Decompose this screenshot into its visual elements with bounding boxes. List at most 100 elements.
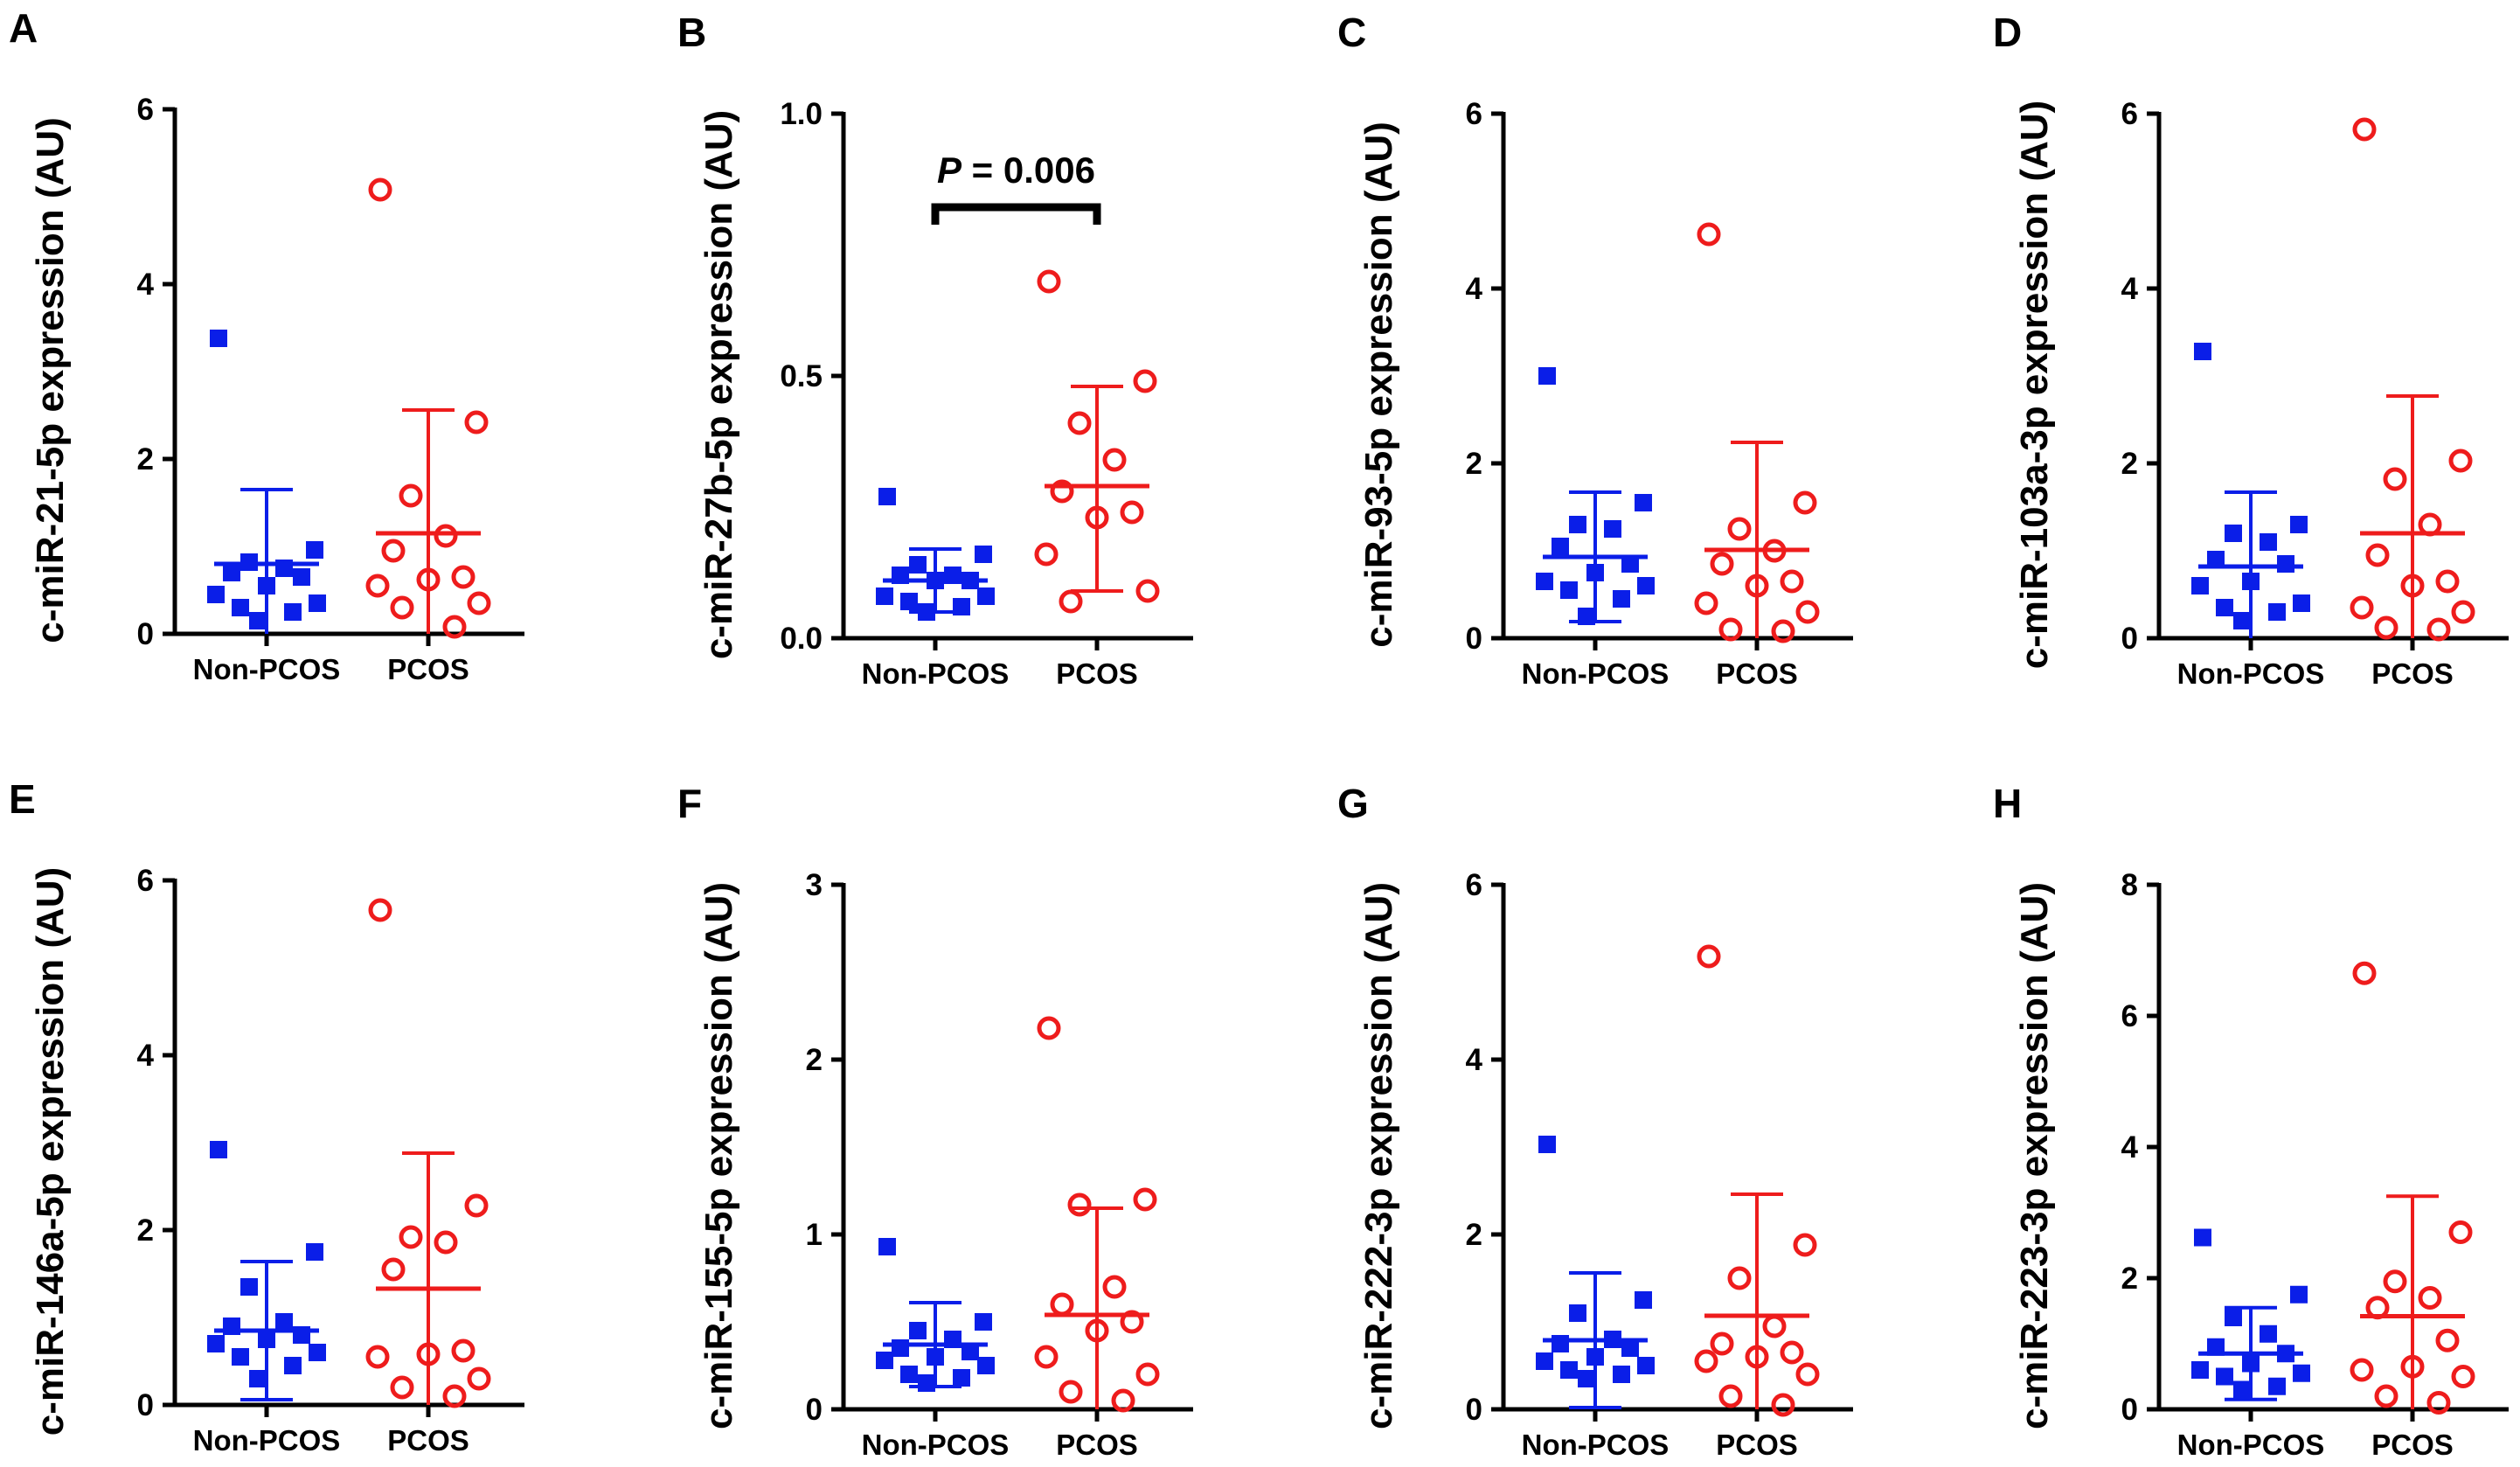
data-point-non-pcos [2233,612,2251,629]
data-point-non-pcos [240,1278,258,1296]
y-tick-label: 8 [2121,868,2138,902]
x-category-label: PCOS [387,653,469,685]
data-point-non-pcos [306,1243,323,1261]
data-point-pcos [1037,269,1061,294]
data-point-pcos [1059,1380,1083,1404]
data-point-non-pcos [309,594,326,612]
data-point-non-pcos [2194,1228,2211,1247]
panel-G: Gc-miR-222-3p expression (AU) 0 2 4 6 Non-PCO… [1337,781,1853,1461]
data-point-non-pcos [2260,1324,2277,1343]
data-point-non-pcos [900,593,918,610]
panel-letter: G [1337,781,1369,826]
x-category-label: Non-PCOS [193,653,341,685]
data-point-pcos [2426,617,2451,642]
x-category-label: Non-PCOS [193,1424,341,1457]
data-point-non-pcos [275,1313,293,1331]
data-point-non-pcos [2216,599,2233,616]
data-point-pcos [390,595,414,620]
data-point-pcos [381,1257,406,1282]
data-point-non-pcos [1536,573,1553,590]
data-point-non-pcos [975,546,992,563]
y-axis-label: c-miR-93-5p expression (AU) [1357,122,1400,647]
data-point-non-pcos [1560,1361,1578,1379]
y-axis-label: c-miR-155-5p expression (AU) [698,882,740,1429]
y-tick-label: 4 [1466,272,1483,306]
data-point-non-pcos [918,1374,935,1392]
data-point-pcos [1050,1292,1074,1317]
data-point-pcos [2451,600,2475,624]
data-point-pcos [390,1375,414,1400]
data-point-pcos [2383,467,2407,491]
data-point-pcos [1795,600,1820,624]
data-point-pcos [1795,1362,1820,1387]
y-tick-label: 0 [1466,1393,1482,1427]
data-point-non-pcos [284,1357,302,1374]
panel-letter: E [9,776,36,822]
data-point-non-pcos [1604,520,1621,538]
panel-F: Fc-miR-155-5p expression (AU) 0 1 2 3 Non-PCO… [677,781,1193,1461]
data-point-non-pcos [1637,577,1655,594]
data-point-non-pcos [1635,1291,1652,1309]
data-point-pcos [434,1230,458,1255]
data-point-non-pcos [232,599,249,616]
data-point-non-pcos [210,1141,227,1158]
data-point-pcos [365,574,390,598]
data-point-non-pcos [210,330,227,347]
data-point-non-pcos [306,541,323,559]
data-point-pcos [2374,1384,2399,1408]
data-point-pcos [1050,479,1074,504]
x-category-label: Non-PCOS [1522,657,1670,690]
p-symbol: P [937,149,962,191]
y-tick-label: 6 [137,93,154,127]
y-tick-label: 0 [2121,1393,2138,1427]
data-point-pcos [1133,369,1157,393]
x-category-label: PCOS [2371,657,2454,690]
data-point-non-pcos [878,488,896,505]
data-point-pcos [464,410,489,435]
panel-A: Ac-miR-21-5p expression (AU) 0 2 4 6 Non-PCOS… [9,5,524,685]
y-tick-label: 0.0 [780,622,823,656]
data-point-pcos [464,1193,489,1218]
data-point-non-pcos [977,1357,995,1374]
data-point-pcos [467,1366,491,1391]
data-point-non-pcos [1536,1352,1553,1370]
panel-D: Dc-miR-103a-3p expression (AU) 0 2 4 6 Non-PC… [1993,10,2509,690]
data-point-non-pcos [1578,1370,1595,1387]
data-point-pcos [399,1225,423,1249]
panel-letter: B [677,10,706,55]
data-point-non-pcos [961,1343,979,1360]
data-point-pcos [2448,448,2473,473]
data-point-pcos [2352,961,2377,985]
data-point-pcos [1135,579,1160,603]
data-point-non-pcos [953,1369,970,1387]
data-point-pcos [2383,1269,2407,1294]
data-point-pcos [368,177,392,202]
data-point-non-pcos [1637,1357,1655,1374]
data-point-pcos [1034,542,1059,567]
data-point-non-pcos [2233,1380,2251,1399]
data-point-non-pcos [1635,494,1652,511]
y-axis-label: c-miR-146a-5p expression (AU) [29,867,72,1436]
y-tick-label: 4 [1466,1043,1483,1077]
panel-E: Ec-miR-146a-5p expression (AU) 0 2 4 6 Non-PC… [9,776,524,1457]
y-axis-label: c-miR-27b-5p expression (AU) [698,110,740,659]
x-category-label: Non-PCOS [2177,657,2325,690]
data-point-non-pcos [2225,525,2242,542]
x-category-label: Non-PCOS [1522,1429,1670,1461]
data-point-non-pcos [2293,1364,2310,1382]
data-point-pcos [2352,117,2377,142]
data-point-non-pcos [2268,1377,2286,1395]
data-point-non-pcos [1613,1366,1630,1383]
data-point-pcos [1718,617,1743,642]
data-point-pcos [1710,1331,1734,1356]
y-tick-label: 6 [2121,999,2138,1033]
p-value: = 0.006 [961,149,1095,191]
data-point-non-pcos [2260,533,2277,551]
data-point-pcos [1697,944,1721,969]
y-tick-label: 0 [137,1388,154,1422]
data-point-non-pcos [1613,590,1630,608]
y-tick-label: 4 [2121,272,2139,306]
data-point-pcos [1102,1275,1127,1299]
y-tick-label: 2 [137,442,154,476]
